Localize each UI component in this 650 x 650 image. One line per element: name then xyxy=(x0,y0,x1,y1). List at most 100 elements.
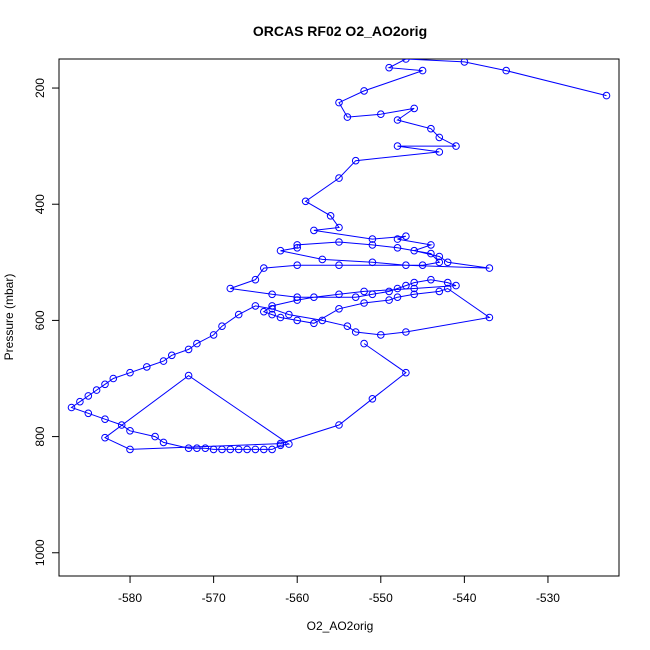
data-point xyxy=(318,316,327,325)
data-point xyxy=(410,278,419,287)
data-point xyxy=(443,284,452,293)
data-point xyxy=(393,116,402,124)
data-point xyxy=(67,403,76,412)
data-point xyxy=(360,339,368,348)
data-point xyxy=(310,293,318,302)
data-point xyxy=(385,296,393,304)
data-point xyxy=(427,124,435,133)
data-point xyxy=(335,290,343,299)
data-point xyxy=(293,244,302,252)
plot-frame xyxy=(58,58,620,577)
data-point xyxy=(418,66,427,75)
data-point xyxy=(351,328,360,336)
x-axis-label: O2_AO2orig xyxy=(307,619,374,633)
data-point xyxy=(343,113,352,121)
data-point xyxy=(335,223,343,232)
data-point xyxy=(268,445,276,454)
data-point xyxy=(126,445,134,454)
y-tick-label: 600 xyxy=(33,310,47,330)
data-point xyxy=(402,281,410,290)
y-axis-label: Pressure (mbar) xyxy=(2,274,16,361)
series-line xyxy=(70,59,607,450)
data-point xyxy=(335,98,343,107)
y-tick-label: 800 xyxy=(33,426,47,446)
data-point xyxy=(410,104,419,113)
x-tick-label: -550 xyxy=(369,591,393,605)
data-point xyxy=(443,258,452,267)
data-point xyxy=(335,421,343,429)
data-point xyxy=(143,363,151,371)
data-point xyxy=(218,322,226,331)
y-tick-label: 200 xyxy=(33,78,47,98)
data-point xyxy=(602,91,611,100)
data-point xyxy=(368,395,377,403)
data-point xyxy=(209,331,218,339)
data-point xyxy=(360,299,368,307)
data-point xyxy=(76,397,84,406)
data-point xyxy=(151,432,159,441)
data-point xyxy=(435,133,444,142)
chart-title: ORCAS RF02 O2_AO2orig xyxy=(253,23,427,39)
data-point xyxy=(117,421,126,429)
data-point xyxy=(335,174,343,182)
data-layer xyxy=(67,59,611,454)
data-point xyxy=(293,241,302,249)
data-point xyxy=(184,345,193,354)
data-point xyxy=(260,264,268,272)
data-point xyxy=(326,212,335,220)
data-point xyxy=(234,310,243,319)
data-point xyxy=(92,386,101,394)
data-point xyxy=(368,290,377,299)
data-point xyxy=(427,249,435,258)
data-point xyxy=(234,445,243,454)
data-point xyxy=(301,197,310,206)
data-point xyxy=(393,235,402,243)
data-point xyxy=(101,415,109,424)
data-point xyxy=(193,444,201,453)
y-tick-label: 1000 xyxy=(33,539,47,566)
data-point xyxy=(126,368,134,377)
data-point xyxy=(410,290,419,299)
data-point xyxy=(251,302,260,310)
data-point xyxy=(385,287,393,296)
data-point xyxy=(427,241,435,249)
data-point xyxy=(293,296,302,304)
data-point xyxy=(285,440,293,448)
data-point xyxy=(393,284,402,293)
data-point xyxy=(427,275,435,284)
data-point xyxy=(402,59,410,63)
data-point xyxy=(276,313,285,322)
data-point xyxy=(293,261,302,270)
data-point xyxy=(276,246,285,255)
data-point xyxy=(310,226,318,235)
data-point xyxy=(410,246,419,255)
data-point xyxy=(377,110,385,118)
data-point xyxy=(452,142,460,150)
data-point xyxy=(310,319,318,328)
x-tick-label: -540 xyxy=(452,591,476,605)
data-point xyxy=(168,351,176,360)
data-point xyxy=(193,339,201,348)
data-point xyxy=(101,380,109,389)
data-point xyxy=(393,244,402,252)
data-point xyxy=(410,284,419,293)
data-point xyxy=(485,313,494,322)
data-point xyxy=(268,302,276,310)
data-point xyxy=(159,357,168,365)
data-point xyxy=(251,275,260,284)
data-point xyxy=(452,281,460,290)
data-point xyxy=(226,445,235,454)
data-point xyxy=(335,238,343,246)
data-point xyxy=(351,293,360,302)
data-point xyxy=(276,439,285,448)
x-tick-label: -570 xyxy=(202,591,226,605)
x-tick-label: -560 xyxy=(285,591,309,605)
data-point xyxy=(243,445,251,454)
y-tick-label: 400 xyxy=(33,194,47,214)
data-point xyxy=(101,433,109,442)
x-tick-label: -580 xyxy=(118,591,142,605)
data-point xyxy=(318,255,327,264)
data-point xyxy=(402,232,410,240)
data-point xyxy=(485,264,494,272)
